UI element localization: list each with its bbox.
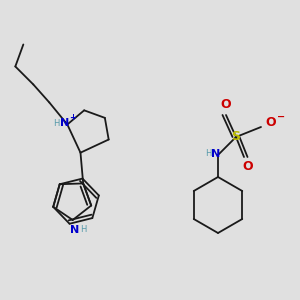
Text: H: H	[205, 149, 211, 158]
Text: N: N	[70, 225, 79, 235]
Text: O: O	[243, 160, 253, 173]
Text: H: H	[80, 226, 87, 235]
Text: +: +	[69, 113, 76, 122]
Text: N: N	[212, 149, 220, 159]
Text: O: O	[221, 98, 231, 112]
Text: −: −	[277, 112, 285, 122]
Text: O: O	[266, 116, 276, 130]
Text: N: N	[60, 118, 69, 128]
Text: S: S	[232, 130, 241, 143]
Text: H: H	[53, 119, 59, 128]
